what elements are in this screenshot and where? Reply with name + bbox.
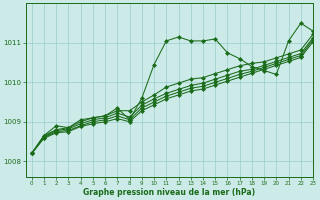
X-axis label: Graphe pression niveau de la mer (hPa): Graphe pression niveau de la mer (hPa) <box>83 188 255 197</box>
